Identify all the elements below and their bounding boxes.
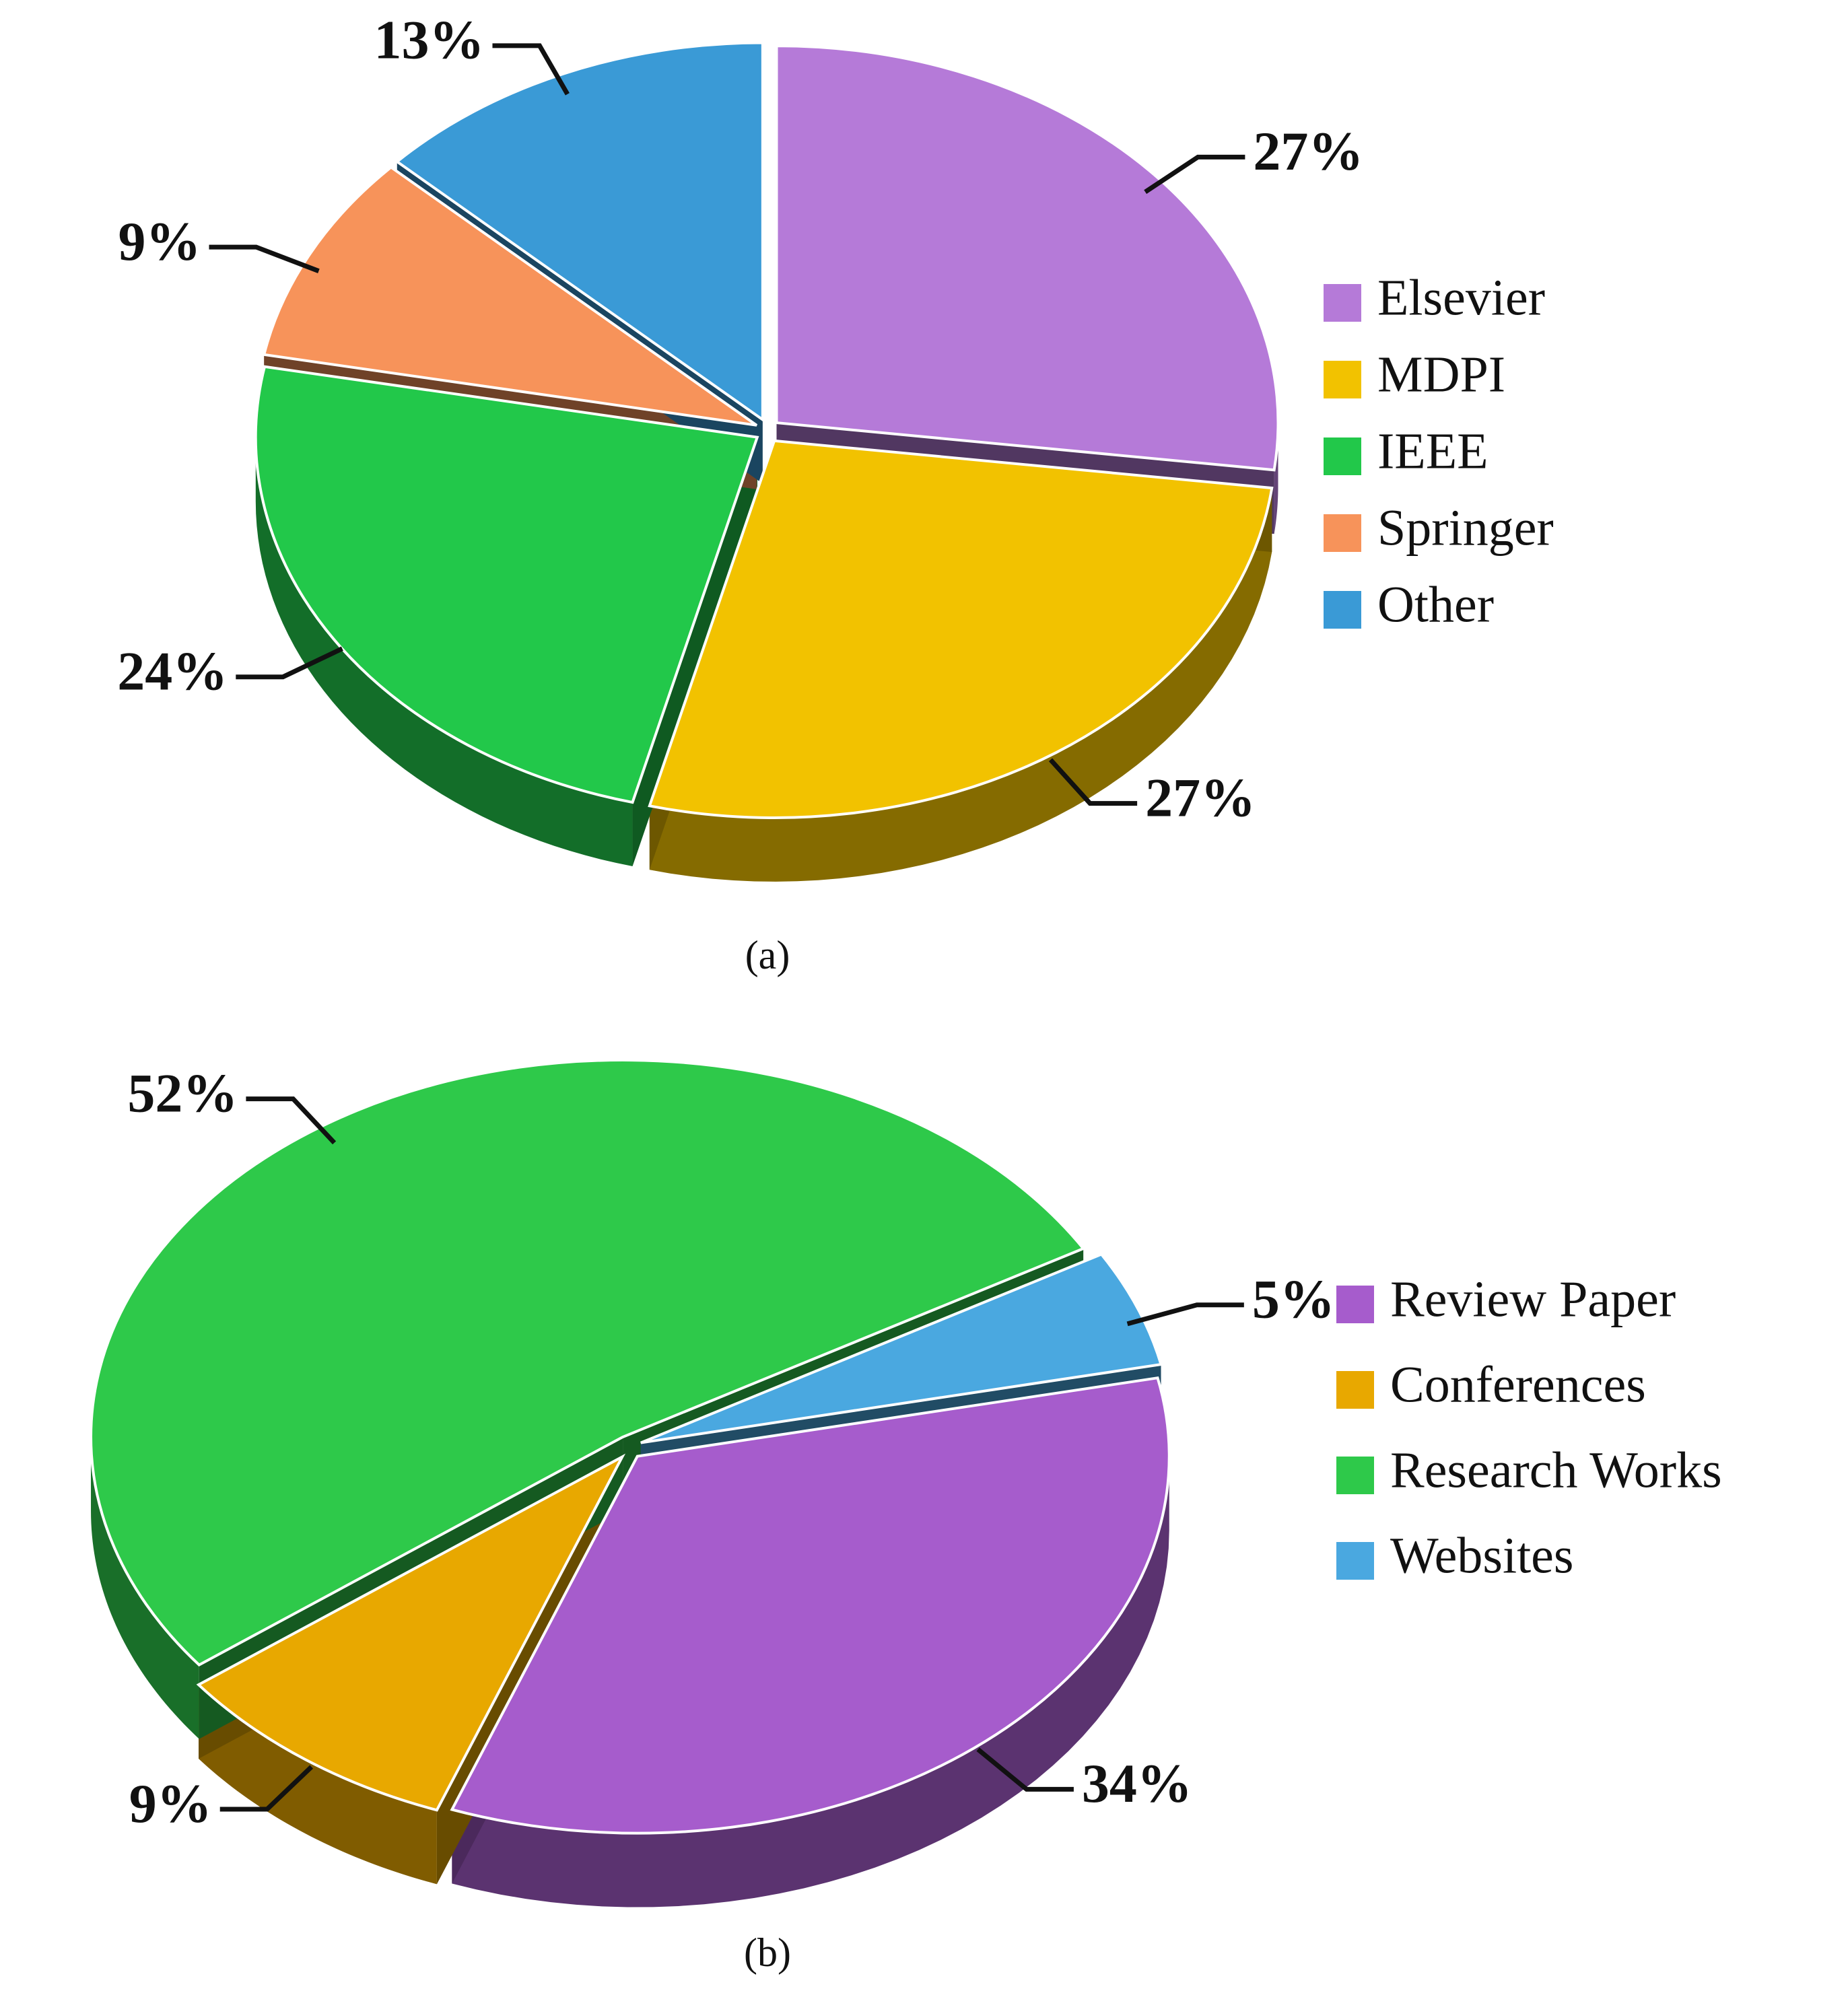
legend-label: Elsevier [1377,269,1545,326]
legend-label: Research Works [1390,1442,1722,1498]
caption: (b) [744,1930,791,1975]
data-label: 24% [117,641,228,702]
slice [262,165,758,427]
data-label: 34% [1082,1753,1192,1814]
legend-swatch [1324,591,1361,629]
legend-swatch [1324,514,1361,552]
leader-line [246,1096,337,1145]
legend-label: Review Paper [1390,1271,1676,1327]
data-label: 13% [374,9,484,71]
legend-label: IEEE [1377,423,1488,479]
data-label: 27% [1253,120,1363,182]
slice [196,1453,626,1812]
legend-label: Websites [1390,1527,1574,1584]
slice [395,41,764,423]
slice-edge [632,437,757,867]
leader-line [209,244,320,273]
data-label: 9% [118,211,201,272]
slice [90,1059,1086,1667]
legend-swatch [1336,1542,1374,1580]
slice [648,439,1274,819]
leader-line [236,646,343,680]
legend-label: Conferences [1390,1356,1646,1413]
slice [640,1253,1163,1444]
leader-line [1126,1302,1244,1327]
leader-line [976,1747,1074,1792]
data-label: 5% [1252,1269,1335,1330]
legend-label: Other [1377,576,1494,633]
slice [450,1376,1171,1835]
slice [254,365,759,804]
legend-label: MDPI [1377,346,1505,402]
slice-side [91,1437,199,1739]
slice-side [649,488,1272,882]
data-label: 27% [1145,767,1256,828]
legend-swatch [1324,284,1361,322]
caption: (a) [745,933,790,977]
legend-swatch [1336,1371,1374,1409]
slice-side [452,1456,1169,1907]
data-label: 52% [127,1062,238,1123]
legend-swatch [1324,361,1361,398]
leader-line [219,1765,314,1812]
data-label: 9% [129,1773,212,1834]
legend-swatch [1324,437,1361,475]
legend-swatch [1336,1457,1374,1494]
leader-line [1048,758,1138,806]
legend-label: Springer [1377,499,1554,556]
leader-line [492,43,570,96]
slice-side [199,1685,437,1885]
slice [775,44,1280,472]
leader-line [1144,154,1245,195]
legend-swatch [1336,1286,1374,1323]
